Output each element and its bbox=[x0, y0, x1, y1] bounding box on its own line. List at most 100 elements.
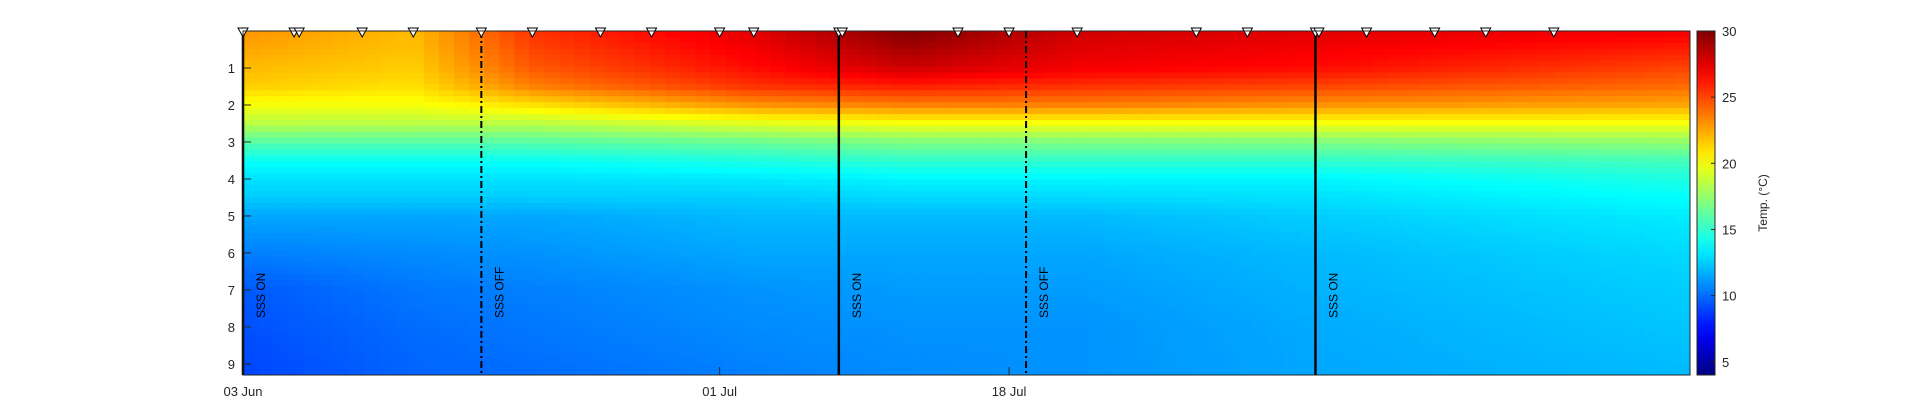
heatmap-cell bbox=[333, 173, 350, 180]
heatmap-cell bbox=[649, 327, 666, 335]
heatmap-cell bbox=[815, 102, 832, 109]
heatmap-cell bbox=[378, 161, 395, 169]
heatmap-cell bbox=[695, 84, 711, 91]
heatmap-cell bbox=[1524, 149, 1540, 157]
heatmap-cell bbox=[906, 203, 922, 210]
heatmap-cell bbox=[469, 72, 485, 80]
heatmap-cell bbox=[1102, 220, 1118, 228]
heatmap-cell bbox=[574, 185, 591, 192]
heatmap-cell bbox=[529, 155, 546, 163]
heatmap-cell bbox=[408, 36, 425, 44]
heatmap-cell bbox=[770, 363, 787, 370]
heatmap-cell bbox=[589, 333, 606, 341]
heatmap-cell bbox=[800, 250, 817, 257]
heatmap-cell bbox=[258, 191, 274, 198]
heatmap-cell bbox=[891, 226, 907, 234]
heatmap-cell bbox=[393, 42, 410, 50]
heatmap-cell bbox=[1509, 280, 1525, 287]
heatmap-cell bbox=[755, 72, 772, 80]
heatmap-cell bbox=[258, 369, 274, 375]
heatmap-cell bbox=[1343, 60, 1359, 68]
heatmap-cell bbox=[1313, 369, 1329, 375]
heatmap-cell bbox=[1358, 315, 1375, 323]
heatmap-cell bbox=[1373, 54, 1390, 62]
heatmap-cell bbox=[1463, 321, 1480, 329]
heatmap-cell bbox=[1237, 345, 1254, 352]
heatmap-cell bbox=[529, 262, 546, 269]
heatmap-cell bbox=[695, 232, 711, 240]
heatmap-cell bbox=[303, 66, 319, 74]
heatmap-cell bbox=[499, 203, 515, 210]
heatmap-cell bbox=[785, 114, 802, 121]
heatmap-cell bbox=[1011, 238, 1028, 246]
heatmap-cell bbox=[1237, 232, 1254, 240]
heatmap-cell bbox=[1494, 214, 1510, 222]
heatmap-cell bbox=[710, 143, 726, 151]
heatmap-cell bbox=[1509, 268, 1525, 275]
heatmap-cell bbox=[695, 137, 711, 145]
heatmap-cell bbox=[710, 203, 726, 210]
heatmap-cell bbox=[1192, 66, 1209, 74]
heatmap-cell bbox=[649, 137, 666, 145]
heatmap-cell bbox=[936, 114, 953, 121]
heatmap-cell bbox=[649, 268, 666, 275]
heatmap-cell bbox=[1373, 114, 1390, 121]
heatmap-cell bbox=[303, 250, 319, 257]
heatmap-cell bbox=[695, 31, 711, 38]
heatmap-cell bbox=[815, 315, 832, 323]
heatmap-cell bbox=[333, 48, 350, 56]
heatmap-cell bbox=[363, 90, 380, 97]
heatmap-cell bbox=[348, 161, 365, 169]
heatmap-cell bbox=[1433, 54, 1450, 62]
heatmap-cell bbox=[589, 357, 606, 364]
heatmap-cell bbox=[845, 137, 862, 145]
heatmap-cell bbox=[1132, 238, 1148, 246]
heatmap-cell bbox=[1463, 232, 1480, 240]
heatmap-cell bbox=[1087, 303, 1103, 311]
heatmap-cell bbox=[604, 351, 621, 358]
heatmap-cell bbox=[1117, 137, 1133, 145]
heatmap-cell bbox=[936, 102, 953, 109]
heatmap-cell bbox=[785, 345, 802, 352]
heatmap-cell bbox=[1448, 125, 1465, 133]
heatmap-cell bbox=[785, 203, 802, 210]
heatmap-cell bbox=[408, 78, 425, 85]
heatmap-cell bbox=[1524, 214, 1540, 222]
heatmap-cell bbox=[1072, 185, 1088, 192]
heatmap-cell bbox=[1313, 214, 1329, 222]
heatmap-cell bbox=[996, 351, 1013, 358]
heatmap-cell bbox=[1072, 161, 1088, 169]
heatmap-cell bbox=[740, 78, 757, 85]
heatmap-cell bbox=[1328, 321, 1344, 329]
heatmap-cell bbox=[1026, 114, 1043, 121]
heatmap-cell bbox=[378, 197, 395, 204]
heatmap-cell bbox=[1267, 36, 1284, 44]
heatmap-cell bbox=[438, 191, 455, 198]
heatmap-cell bbox=[649, 345, 666, 352]
heatmap-cell bbox=[1343, 345, 1359, 352]
heatmap-cell bbox=[1117, 262, 1133, 269]
heatmap-cell bbox=[303, 179, 319, 186]
heatmap-cell bbox=[1177, 327, 1194, 335]
heatmap-cell bbox=[303, 286, 319, 293]
heatmap-cell bbox=[1162, 173, 1179, 180]
heatmap-cell bbox=[529, 149, 546, 157]
heatmap-cell bbox=[243, 96, 259, 103]
heatmap-cell bbox=[634, 60, 651, 68]
heatmap-cell bbox=[1056, 214, 1073, 222]
heatmap-cell bbox=[1373, 345, 1390, 352]
heatmap-cell bbox=[1237, 303, 1254, 311]
heatmap-cell bbox=[680, 226, 696, 234]
heatmap-cell bbox=[1509, 250, 1525, 257]
heatmap-cell bbox=[1072, 280, 1088, 287]
heatmap-cell bbox=[665, 220, 681, 228]
heatmap-cell bbox=[469, 303, 485, 311]
heatmap-cell bbox=[1478, 54, 1495, 62]
heatmap-cell bbox=[1267, 280, 1284, 287]
heatmap-cell bbox=[589, 321, 606, 329]
heatmap-cell bbox=[1087, 143, 1103, 151]
heatmap-cell bbox=[815, 286, 832, 293]
heatmap-cell bbox=[1433, 84, 1450, 91]
heatmap-cell bbox=[1117, 173, 1133, 180]
heatmap-cell bbox=[258, 327, 274, 335]
